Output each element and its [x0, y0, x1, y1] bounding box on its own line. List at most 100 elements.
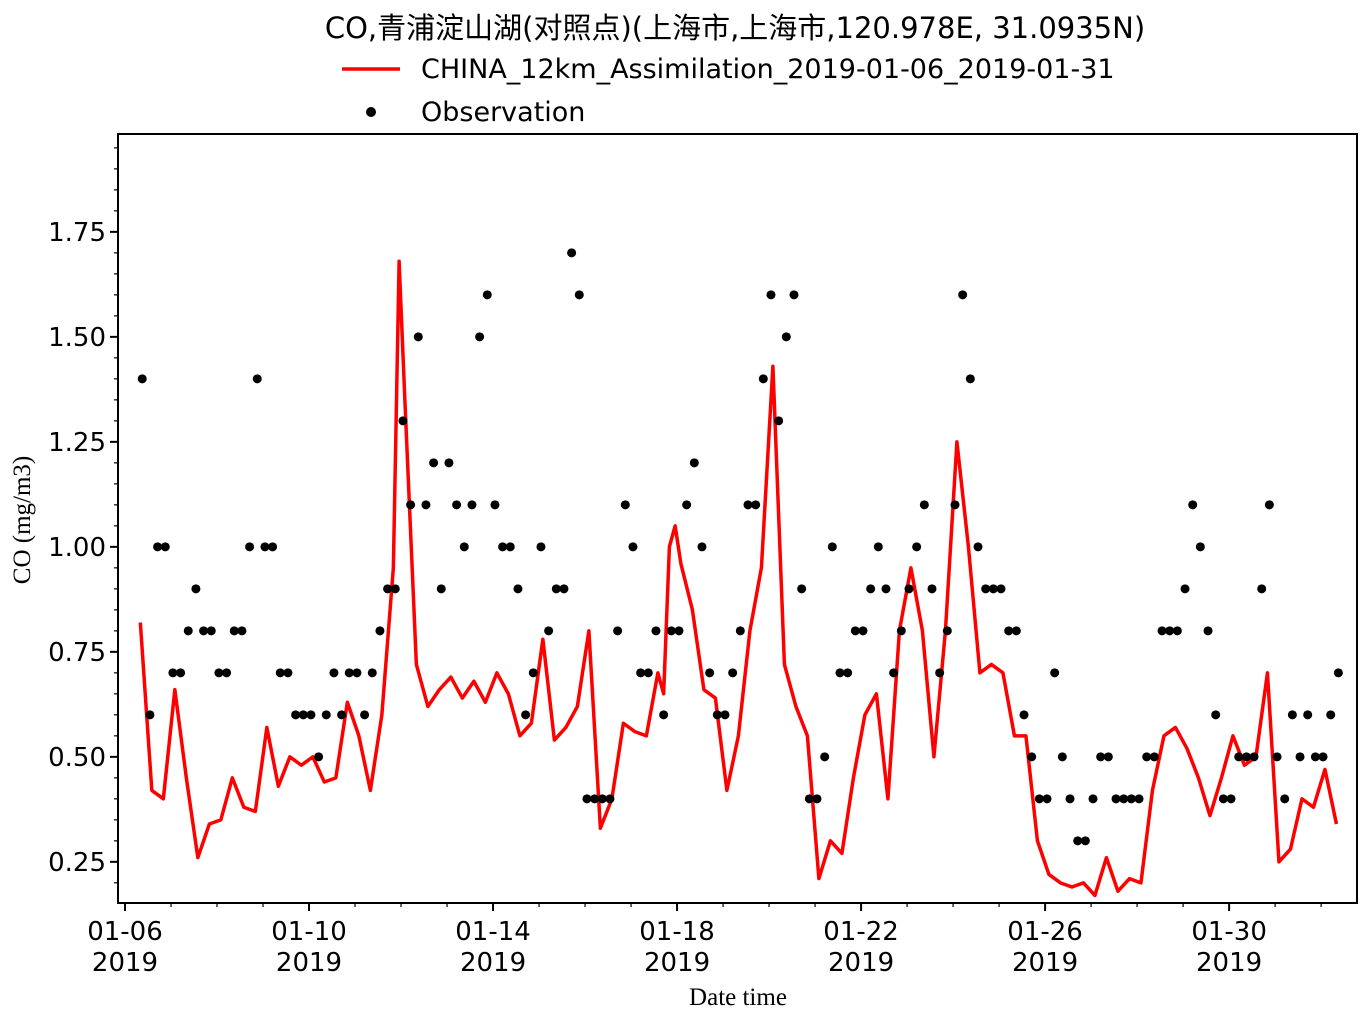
observation-point	[459, 542, 469, 552]
observation-point	[268, 542, 278, 552]
observation-point	[1303, 710, 1313, 720]
observation-point	[536, 542, 546, 552]
observation-point	[222, 668, 232, 678]
observation-point	[168, 668, 178, 678]
observation-point	[774, 416, 784, 426]
observation-point	[1011, 626, 1021, 636]
observation-point	[636, 668, 646, 678]
observation-point	[214, 668, 224, 678]
observation-point	[1019, 710, 1029, 720]
plot-area	[137, 248, 1343, 898]
x-tick-label: 01-14 2019	[455, 917, 531, 978]
legend-marker	[366, 107, 376, 117]
observation-point	[1134, 794, 1144, 804]
observation-point	[988, 584, 998, 594]
observation-point	[682, 500, 692, 510]
observation-point	[1088, 794, 1098, 804]
observation-point	[337, 710, 347, 720]
observation-point	[1234, 752, 1244, 762]
observation-point	[513, 584, 523, 594]
observation-point	[1111, 794, 1121, 804]
observation-point	[1126, 794, 1136, 804]
observation-point	[574, 290, 584, 300]
observation-point	[436, 584, 446, 594]
observation-point	[183, 626, 193, 636]
observation-point	[1333, 668, 1343, 678]
observation-point	[145, 710, 155, 720]
observation-point	[858, 626, 868, 636]
observation-point	[881, 584, 891, 594]
observation-point	[720, 710, 730, 720]
observation-point	[820, 752, 830, 762]
observation-point	[1280, 794, 1290, 804]
observation-point	[298, 710, 308, 720]
observation-point	[743, 500, 753, 510]
observation-point	[942, 626, 952, 636]
observation-point	[912, 542, 922, 552]
observation-point	[1241, 752, 1251, 762]
observation-point	[160, 542, 170, 552]
observation-point	[1188, 500, 1198, 510]
observation-point	[1004, 626, 1014, 636]
observation-point	[321, 710, 331, 720]
observation-point	[206, 626, 216, 636]
observation-point	[444, 458, 454, 468]
observation-point	[1218, 794, 1228, 804]
observation-point	[1149, 752, 1159, 762]
observation-point	[689, 458, 699, 468]
observation-point	[406, 500, 416, 510]
observation-point	[1065, 794, 1075, 804]
observation-point	[390, 584, 400, 594]
observation-point	[1103, 752, 1113, 762]
observation-point	[467, 500, 477, 510]
observation-point	[735, 626, 745, 636]
observation-point	[567, 248, 577, 258]
observation-point	[1034, 794, 1044, 804]
y-tick-label: 1.75	[48, 218, 106, 248]
observation-point	[950, 500, 960, 510]
observation-point	[1165, 626, 1175, 636]
observation-point	[628, 542, 638, 552]
observation-point	[827, 542, 837, 552]
observation-point	[850, 626, 860, 636]
observation-point	[1326, 710, 1336, 720]
legend-label: CHINA_12km_Assimilation_2019-01-06_2019-…	[421, 54, 1115, 85]
observation-point	[919, 500, 929, 510]
observation-point	[1119, 794, 1129, 804]
observation-point	[1142, 752, 1152, 762]
observation-point	[482, 290, 492, 300]
series-line	[138, 259, 1339, 898]
observation-point	[1050, 668, 1060, 678]
observation-point	[544, 626, 554, 636]
y-tick-label: 1.00	[48, 533, 106, 563]
legend-label: Observation	[421, 97, 585, 128]
observation-point	[728, 668, 738, 678]
observation-point	[766, 290, 776, 300]
observation-point	[1180, 584, 1190, 594]
observation-point	[367, 668, 377, 678]
observation-point	[896, 626, 906, 636]
x-tick-label: 01-26 2019	[1007, 917, 1083, 978]
observation-point	[283, 668, 293, 678]
observation-point	[306, 710, 316, 720]
observation-point	[705, 668, 715, 678]
observation-point	[605, 794, 615, 804]
observation-point	[582, 794, 592, 804]
observation-point	[398, 416, 408, 426]
observation-point	[1080, 836, 1090, 846]
observation-point	[804, 794, 814, 804]
observation-point	[597, 794, 607, 804]
observation-point	[229, 626, 239, 636]
observation-point	[697, 542, 707, 552]
observation-point	[1264, 500, 1274, 510]
axes-frame	[117, 133, 1358, 904]
observation-point	[452, 500, 462, 510]
observation-point	[1027, 752, 1037, 762]
observation-point	[551, 584, 561, 594]
observation-point	[1318, 752, 1328, 762]
x-tick-label: 01-22 2019	[823, 917, 899, 978]
x-axis-label: Date time	[689, 984, 787, 1011]
observation-point	[344, 668, 354, 678]
observation-point	[153, 542, 163, 552]
